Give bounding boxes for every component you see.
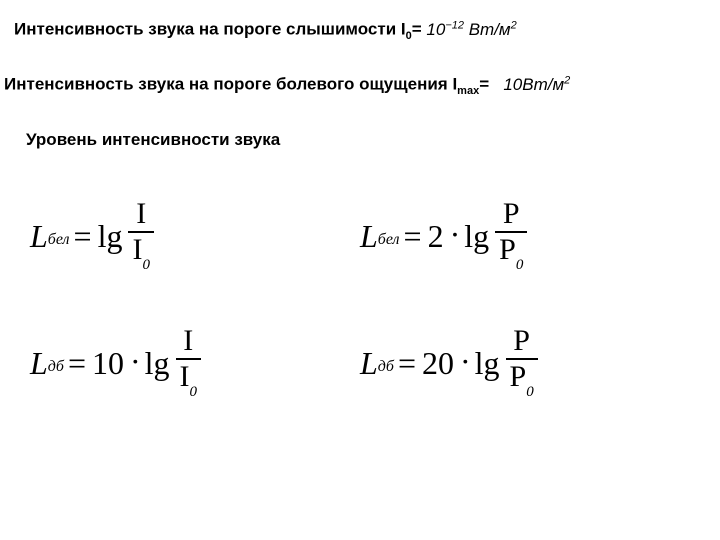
P: P	[510, 360, 527, 393]
I: I	[180, 360, 190, 393]
denominator: P0	[506, 361, 538, 398]
numerator: I	[179, 325, 197, 357]
equals: =	[404, 218, 422, 255]
coef-2: 2	[428, 218, 444, 255]
unit: Вт/м	[522, 75, 564, 94]
intensity-level-heading: Уровень интенсивности звука	[26, 129, 706, 151]
dot: ·	[450, 216, 461, 253]
sub-0: 0	[142, 257, 150, 273]
subscript-max: max	[457, 85, 479, 97]
formulas-block: Lбел = lg I I0 Lбел = 2 · lg P	[0, 200, 720, 400]
text: Интенсивность звука на пороге слышимости	[14, 20, 401, 39]
dot: ·	[460, 343, 471, 380]
lg: lg	[464, 218, 489, 255]
lg: lg	[98, 218, 123, 255]
lg: lg	[475, 345, 500, 382]
lg: lg	[145, 345, 170, 382]
base: 10	[503, 75, 522, 94]
unit: Вт/м	[464, 20, 511, 39]
fraction: I I0	[128, 198, 154, 270]
unit-exp: 2	[564, 74, 570, 86]
dot: ·	[130, 343, 141, 380]
numerator: P	[509, 325, 534, 357]
fraction: I I0	[176, 325, 202, 397]
value: 10−12 Вт/м2	[426, 20, 516, 39]
fraction: P P0	[506, 325, 538, 397]
L: L	[360, 345, 378, 382]
sub-0: 0	[526, 384, 534, 400]
sub-0: 0	[190, 384, 198, 400]
equals: =	[398, 345, 416, 382]
equals: =	[412, 20, 427, 39]
sub-db: дб	[48, 358, 64, 376]
formula-L-db-intensity: Lдб = 10 · lg I I0	[30, 327, 360, 399]
formula-row-1: Lбел = lg I I0 Lбел = 2 · lg P	[30, 200, 720, 272]
formula-L-bel-pressure: Lбел = 2 · lg P P0	[360, 200, 690, 272]
fraction: P P0	[495, 198, 527, 270]
L: L	[360, 218, 378, 255]
equals: =	[74, 218, 92, 255]
threshold-hearing-line: Интенсивность звука на пороге слышимости…	[14, 18, 706, 43]
coef-20: 20	[422, 345, 454, 382]
unit-exp: 2	[511, 19, 517, 31]
I: I	[132, 233, 142, 266]
L: L	[30, 218, 48, 255]
sub-db: дб	[378, 358, 394, 376]
sub-bel: бел	[378, 231, 400, 249]
formula-L-db-pressure: Lдб = 20 · lg P P0	[360, 327, 690, 399]
page: Интенсивность звука на пороге слышимости…	[0, 0, 720, 540]
equals: =	[68, 345, 86, 382]
sub-bel: бел	[48, 231, 70, 249]
exponent: −12	[445, 19, 464, 31]
base: 10	[426, 20, 445, 39]
denominator: I0	[128, 234, 154, 271]
text: Интенсивность звука на пороге болевого о…	[4, 75, 452, 94]
equals: =	[479, 75, 494, 94]
sub-0: 0	[516, 257, 524, 273]
numerator: P	[499, 198, 524, 230]
threshold-pain-line: Интенсивность звука на пороге болевого о…	[4, 73, 706, 98]
denominator: P0	[495, 234, 527, 271]
text: Уровень интенсивности звука	[26, 130, 280, 149]
denominator: I0	[176, 361, 202, 398]
value: 10Вт/м2	[503, 75, 570, 94]
L: L	[30, 345, 48, 382]
coef-10: 10	[92, 345, 124, 382]
numerator: I	[132, 198, 150, 230]
P: P	[499, 233, 516, 266]
formula-row-2: Lдб = 10 · lg I I0 Lдб = 20 · lg	[30, 327, 720, 399]
formula-L-bel-intensity: Lбел = lg I I0	[30, 200, 360, 272]
